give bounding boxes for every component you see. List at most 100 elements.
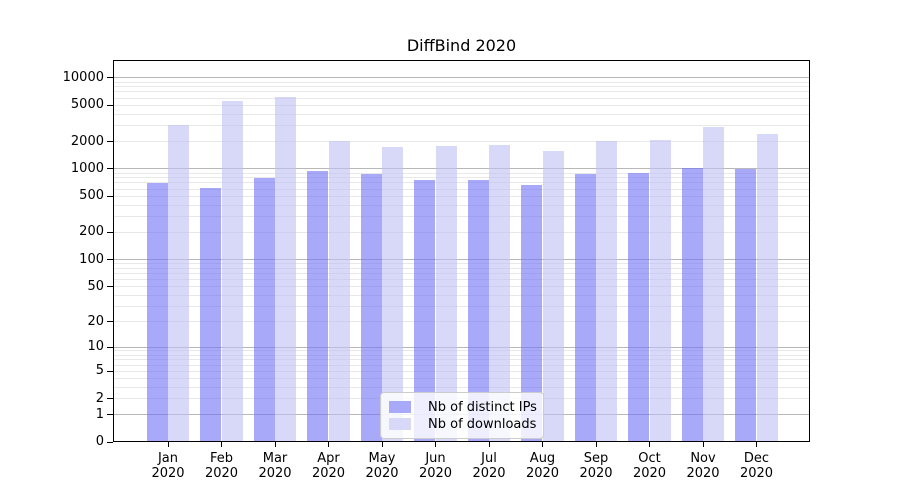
x-tick-label-jul: Jul 2020 xyxy=(472,451,506,481)
x-tick-mark xyxy=(274,442,276,447)
y-tick-mark xyxy=(107,441,113,443)
grid-line-minor xyxy=(114,86,809,88)
y-tick-label: 0 xyxy=(95,434,104,449)
x-tick-mark xyxy=(649,442,650,447)
y-tick-label: 500 xyxy=(79,188,104,204)
grid-line-major xyxy=(114,168,809,170)
bar-distinct-ips-apr xyxy=(307,171,329,442)
grid-line-minor xyxy=(114,104,809,106)
bar-distinct-ips-feb xyxy=(200,187,222,442)
bar-distinct-ips-mar xyxy=(253,177,275,442)
legend-swatch-distinct-ips xyxy=(389,401,411,413)
x-tick-label-aug: Aug 2020 xyxy=(525,451,560,481)
grid-line-minor xyxy=(114,377,809,379)
bar-distinct-ips-aug xyxy=(521,185,543,442)
grid-line-minor xyxy=(114,113,809,115)
bar-distinct-ips-sep xyxy=(574,173,596,442)
grid-line-minor xyxy=(114,359,809,361)
bar-downloads-jul xyxy=(489,144,511,442)
grid-line-minor xyxy=(114,286,809,288)
x-tick-label-dec: Dec 2020 xyxy=(739,451,774,481)
y-tick-mark xyxy=(107,168,113,170)
bar-downloads-may xyxy=(382,146,404,442)
y-tick-label: 10 xyxy=(87,339,104,355)
bar-distinct-ips-jan xyxy=(146,182,168,442)
bar-downloads-jun xyxy=(435,146,457,442)
grid-line-minor xyxy=(114,172,809,174)
grid-line-minor xyxy=(114,91,809,93)
grid-line-minor xyxy=(114,177,809,179)
x-tick-mark xyxy=(381,442,383,447)
bar-downloads-sep xyxy=(596,140,618,442)
grid-line-major xyxy=(114,346,809,348)
y-tick-mark xyxy=(107,195,113,197)
y-tick-label: 50 xyxy=(87,278,104,294)
y-tick-mark xyxy=(107,77,113,79)
x-tick-label-oct: Oct 2020 xyxy=(632,451,667,481)
x-tick-mark xyxy=(595,442,597,447)
grid-line-minor xyxy=(114,370,809,372)
bar-downloads-feb xyxy=(221,100,243,442)
x-tick-label-may: May 2020 xyxy=(365,451,399,481)
y-tick-mark xyxy=(107,398,113,400)
chart-title: DiffBind 2020 xyxy=(406,36,517,55)
grid-line-minor xyxy=(114,321,809,323)
y-tick-label: 20 xyxy=(87,313,104,329)
x-tick-label-sep: Sep 2020 xyxy=(579,451,613,481)
bar-downloads-apr xyxy=(328,140,350,442)
y-tick-label: 10000 xyxy=(62,69,104,85)
grid-line-minor xyxy=(114,272,809,274)
bar-distinct-ips-jun xyxy=(414,179,436,442)
bar-downloads-mar xyxy=(275,97,297,442)
y-tick-label: 5 xyxy=(95,363,104,379)
legend-swatch-downloads xyxy=(389,418,411,430)
grid-line-minor xyxy=(114,182,809,184)
x-tick-mark xyxy=(756,442,757,447)
grid-line-minor xyxy=(114,81,809,83)
grid-line-minor xyxy=(114,305,809,307)
x-tick-label-jun: Jun 2020 xyxy=(418,451,453,481)
x-tick-mark xyxy=(328,442,329,447)
bar-distinct-ips-nov xyxy=(681,168,703,442)
x-tick-mark xyxy=(542,442,543,447)
legend-item-downloads: Nb of downloads xyxy=(387,417,537,432)
grid-line-minor xyxy=(114,263,809,265)
y-tick-label: 2000 xyxy=(70,133,104,149)
grid-line-minor xyxy=(114,231,809,233)
x-tick-label-apr: Apr 2020 xyxy=(311,451,346,481)
y-tick-label: 100 xyxy=(79,251,104,267)
bar-downloads-jan xyxy=(168,125,190,442)
y-tick-label: 200 xyxy=(79,224,104,240)
bar-downloads-dec xyxy=(756,134,778,442)
legend-label-distinct-ips: Nb of distinct IPs xyxy=(428,399,537,415)
grid-line-minor xyxy=(114,195,809,197)
y-tick-mark xyxy=(107,286,113,288)
grid-line-minor xyxy=(114,188,809,190)
grid-line-minor xyxy=(114,267,809,269)
x-tick-label-jan: Jan 2020 xyxy=(151,451,185,481)
y-tick-mark xyxy=(107,259,113,261)
y-tick-label: 1 xyxy=(95,406,104,422)
grid-line-minor xyxy=(114,215,809,217)
grid-line-major xyxy=(114,77,809,79)
bar-downloads-oct xyxy=(649,139,671,442)
grid-line-minor xyxy=(114,364,809,366)
x-tick-mark xyxy=(167,442,169,447)
legend: Nb of distinct IPs Nb of downloads xyxy=(380,392,544,439)
grid-line-minor xyxy=(114,350,809,352)
grid-line-minor xyxy=(114,141,809,142)
bar-downloads-nov xyxy=(703,127,725,442)
x-tick-label-nov: Nov 2020 xyxy=(686,451,720,481)
x-tick-mark xyxy=(435,442,436,447)
x-tick-label-feb: Feb 2020 xyxy=(204,451,239,481)
y-tick-label: 1000 xyxy=(70,160,104,176)
bar-distinct-ips-dec xyxy=(735,168,757,442)
y-tick-mark xyxy=(107,231,113,233)
grid-line-minor xyxy=(114,294,809,296)
y-tick-mark xyxy=(107,321,113,323)
grid-line-minor xyxy=(114,97,809,99)
legend-item-distinct-ips: Nb of distinct IPs xyxy=(387,400,537,415)
grid-line-minor xyxy=(114,124,809,126)
grid-line-minor xyxy=(114,278,809,280)
